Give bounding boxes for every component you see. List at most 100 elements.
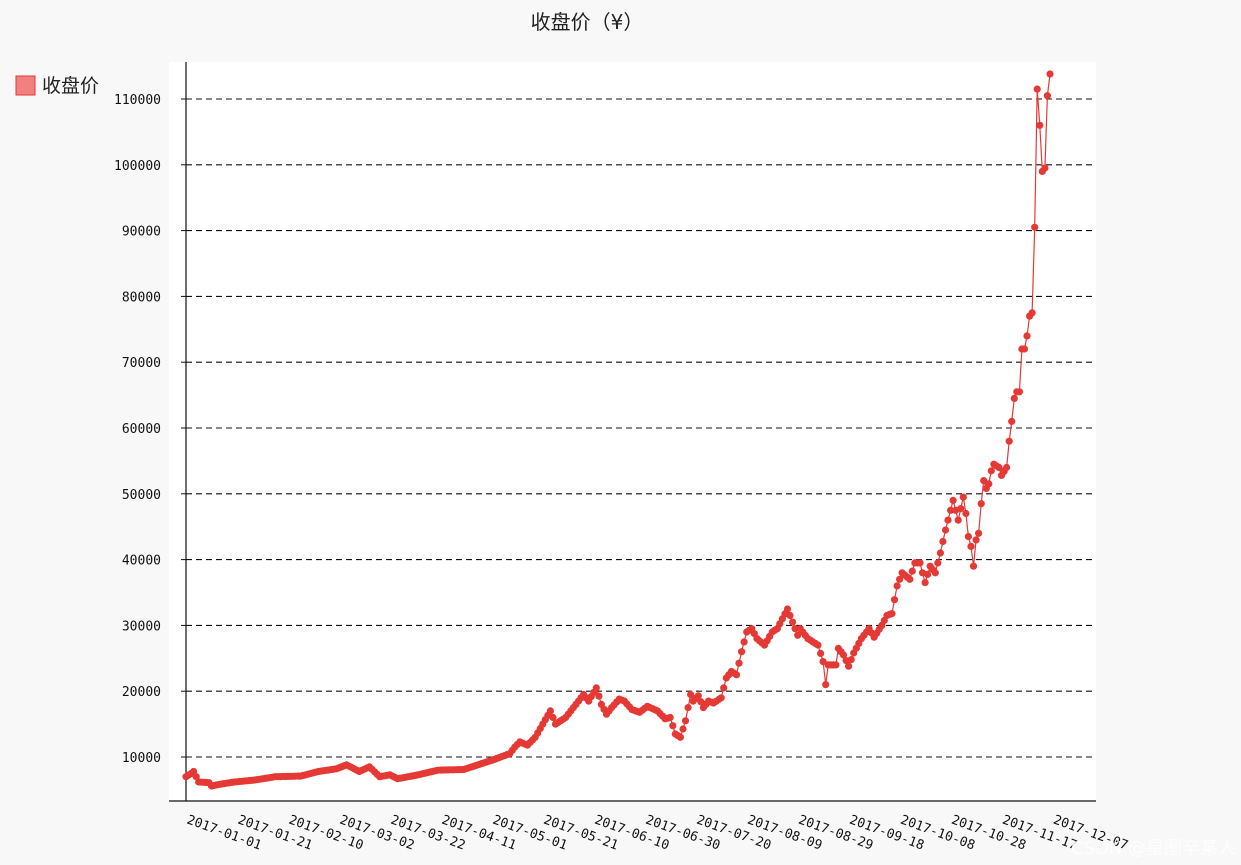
data-point: [681, 717, 690, 725]
data-point: [972, 536, 980, 544]
data-point: [949, 496, 957, 504]
data-point: [1033, 85, 1041, 93]
grid-lines: [186, 98, 1096, 758]
data-point: [847, 656, 855, 664]
y-tick-label: 50000: [122, 488, 161, 503]
data-point: [931, 569, 939, 577]
data-point: [890, 596, 899, 604]
data-point: [814, 641, 822, 649]
data-point: [676, 733, 685, 741]
data-point: [684, 704, 692, 712]
data-point: [1028, 309, 1036, 317]
data-point: [549, 713, 557, 722]
data-point: [921, 579, 929, 587]
data-point: [1031, 223, 1039, 231]
data-point: [1020, 345, 1029, 353]
data-point: [944, 516, 952, 524]
data-point: [1023, 332, 1031, 340]
watermark: CSDN @星图辛某人: [1071, 838, 1236, 859]
legend[interactable]: 收盘价: [15, 75, 99, 97]
data-point: [941, 526, 950, 534]
data-point: [888, 610, 896, 618]
y-tick-label: 70000: [122, 356, 161, 371]
data-point: [934, 559, 942, 567]
data-point: [975, 529, 983, 537]
data-point: [822, 681, 830, 689]
data-point: [936, 549, 945, 557]
data-point: [832, 661, 840, 669]
legend-swatch: [15, 75, 36, 96]
y-tick-label: 10000: [122, 751, 161, 766]
data-point: [679, 725, 687, 733]
x-tick-labels: 2017-01-012017-01-212017-02-102017-03-02…: [185, 813, 1130, 854]
y-tick-label: 40000: [122, 554, 161, 569]
data-point: [1008, 417, 1016, 425]
data-point: [666, 713, 674, 722]
y-tick-label: 60000: [122, 422, 161, 437]
data-point: [817, 649, 825, 658]
y-tick-label: 20000: [122, 685, 161, 700]
data-point: [939, 537, 947, 546]
data-point: [964, 533, 973, 541]
data-point: [687, 690, 695, 699]
y-tick-label: 100000: [114, 159, 161, 174]
chart-title: 收盘价（¥）: [531, 10, 644, 34]
y-tick-label: 110000: [114, 93, 161, 108]
series-points: [182, 70, 1054, 790]
data-point: [908, 567, 916, 575]
data-point: [720, 684, 728, 692]
data-point: [1041, 164, 1049, 172]
data-point: [957, 505, 965, 513]
legend-label: 收盘价: [42, 75, 99, 97]
y-tick-label: 90000: [122, 225, 161, 240]
data-point: [738, 648, 746, 656]
data-point: [967, 542, 975, 551]
data-point: [669, 722, 677, 730]
data-point: [694, 692, 702, 700]
y-tick-labels: 10000 20000 30000 40000 50000 60000 70000 80000…: [114, 93, 186, 766]
data-point: [1043, 92, 1051, 100]
data-point: [740, 638, 748, 646]
data-point: [906, 575, 914, 583]
data-point: [959, 493, 967, 501]
y-tick-label: 30000: [122, 619, 161, 634]
data-point: [786, 611, 794, 620]
series-close-price: [182, 70, 1054, 790]
data-point: [1036, 121, 1044, 129]
data-point: [969, 562, 978, 570]
data-point: [924, 570, 932, 579]
data-point: [1005, 437, 1013, 445]
data-point: [980, 477, 988, 485]
data-point: [1010, 394, 1018, 402]
data-point: [916, 559, 924, 567]
data-point: [962, 509, 970, 518]
data-point: [995, 463, 1003, 472]
data-point: [789, 618, 797, 626]
data-point: [839, 651, 848, 659]
data-point: [717, 694, 725, 702]
data-point: [546, 707, 555, 715]
data-point: [987, 467, 995, 475]
data-point: [985, 480, 993, 488]
data-point: [819, 658, 827, 666]
data-point: [783, 605, 792, 613]
data-point: [977, 500, 985, 508]
axes: [169, 62, 1096, 802]
data-point: [794, 631, 802, 639]
data-point: [735, 659, 743, 667]
data-point: [1015, 388, 1024, 396]
data-point: [947, 506, 955, 514]
data-point: [845, 662, 853, 670]
y-tick-label: 80000: [122, 290, 161, 305]
data-point: [1046, 70, 1054, 78]
data-point: [893, 582, 901, 590]
data-point: [592, 684, 600, 692]
data-point: [896, 575, 904, 583]
data-point: [791, 625, 799, 633]
data-point: [595, 692, 603, 700]
data-point: [732, 671, 741, 679]
data-point: [1003, 463, 1011, 472]
plot-area: [169, 62, 1096, 801]
data-point: [954, 516, 962, 524]
